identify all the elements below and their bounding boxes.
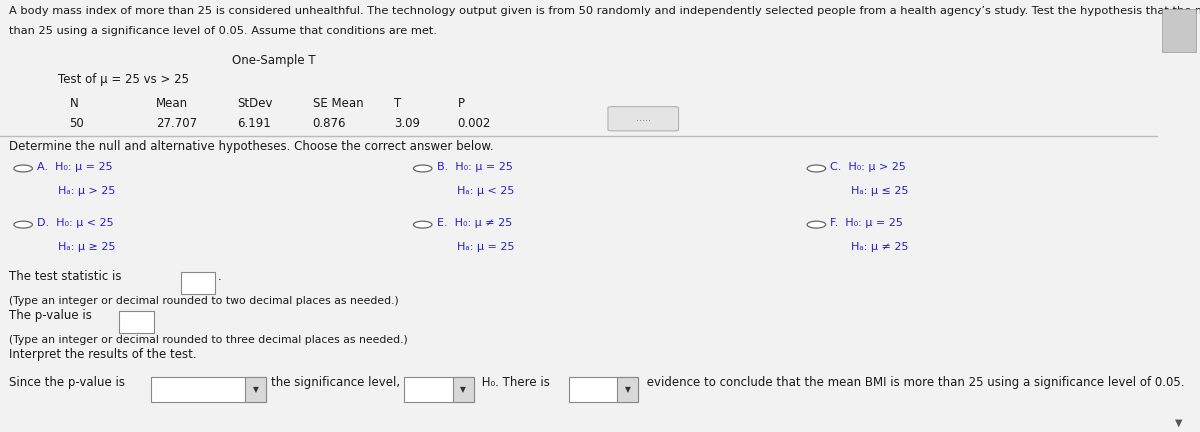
Text: 50: 50 (70, 117, 84, 130)
Text: ▼: ▼ (461, 385, 466, 394)
FancyBboxPatch shape (1163, 9, 1195, 52)
Text: P: P (457, 97, 464, 110)
FancyBboxPatch shape (569, 377, 638, 402)
Text: (Type an integer or decimal rounded to two decimal places as needed.): (Type an integer or decimal rounded to t… (10, 296, 400, 306)
Text: the significance level,: the significance level, (271, 376, 404, 389)
Text: ▼: ▼ (625, 385, 630, 394)
Circle shape (14, 165, 32, 172)
Text: 0.876: 0.876 (313, 117, 346, 130)
FancyBboxPatch shape (181, 272, 215, 294)
Text: A.  H₀: μ = 25: A. H₀: μ = 25 (37, 162, 113, 172)
Text: Hₐ: μ ≤ 25: Hₐ: μ ≤ 25 (851, 186, 908, 196)
Text: B.  H₀: μ = 25: B. H₀: μ = 25 (437, 162, 512, 172)
Text: .....: ..... (636, 113, 650, 124)
FancyBboxPatch shape (404, 377, 474, 402)
FancyBboxPatch shape (119, 311, 154, 333)
Text: Interpret the results of the test.: Interpret the results of the test. (10, 348, 197, 361)
Text: evidence to conclude that the mean BMI is more than 25 using a significance leve: evidence to conclude that the mean BMI i… (643, 376, 1184, 389)
Text: 0.002: 0.002 (457, 117, 491, 130)
Text: Hₐ: μ = 25: Hₐ: μ = 25 (457, 242, 515, 252)
Text: The test statistic is: The test statistic is (10, 270, 126, 283)
Text: Determine the null and alternative hypotheses. Choose the correct answer below.: Determine the null and alternative hypot… (10, 140, 494, 153)
Text: 6.191: 6.191 (238, 117, 271, 130)
Circle shape (808, 165, 826, 172)
Text: 3.09: 3.09 (394, 117, 420, 130)
Text: N: N (70, 97, 78, 110)
FancyBboxPatch shape (608, 107, 678, 131)
Text: (Type an integer or decimal rounded to three decimal places as needed.): (Type an integer or decimal rounded to t… (10, 335, 408, 345)
Text: ▼: ▼ (1175, 418, 1183, 428)
Text: F.  H₀: μ = 25: F. H₀: μ = 25 (830, 218, 904, 228)
Text: C.  H₀: μ > 25: C. H₀: μ > 25 (830, 162, 906, 172)
FancyBboxPatch shape (246, 377, 266, 402)
Text: Mean: Mean (156, 97, 188, 110)
FancyBboxPatch shape (452, 377, 474, 402)
Text: Since the p-value is: Since the p-value is (10, 376, 130, 389)
Circle shape (14, 221, 32, 228)
FancyBboxPatch shape (617, 377, 638, 402)
Text: E.  H₀: μ ≠ 25: E. H₀: μ ≠ 25 (437, 218, 512, 228)
Circle shape (808, 221, 826, 228)
Text: than 25 using a significance level of 0.05. Assume that conditions are met.: than 25 using a significance level of 0.… (10, 26, 437, 36)
Text: .: . (217, 270, 222, 283)
Text: SE Mean: SE Mean (313, 97, 364, 110)
Text: D.  H₀: μ < 25: D. H₀: μ < 25 (37, 218, 114, 228)
Circle shape (414, 165, 432, 172)
Text: 27.707: 27.707 (156, 117, 198, 130)
Text: T: T (394, 97, 401, 110)
Text: The p-value is: The p-value is (10, 309, 96, 322)
Circle shape (414, 221, 432, 228)
Text: Hₐ: μ ≥ 25: Hₐ: μ ≥ 25 (58, 242, 115, 252)
FancyBboxPatch shape (150, 377, 266, 402)
Text: StDev: StDev (238, 97, 272, 110)
Text: Hₐ: μ > 25: Hₐ: μ > 25 (58, 186, 115, 196)
Text: A body mass index of more than 25 is considered unhealthful. The technology outp: A body mass index of more than 25 is con… (10, 6, 1200, 16)
Text: Hₐ: μ ≠ 25: Hₐ: μ ≠ 25 (851, 242, 908, 252)
Text: One-Sample T: One-Sample T (232, 54, 316, 67)
Text: Hₐ: μ < 25: Hₐ: μ < 25 (457, 186, 515, 196)
Text: ▼: ▼ (253, 385, 259, 394)
Text: Test of μ = 25 vs > 25: Test of μ = 25 vs > 25 (58, 73, 188, 86)
Text: H₀. There is: H₀. There is (479, 376, 554, 389)
